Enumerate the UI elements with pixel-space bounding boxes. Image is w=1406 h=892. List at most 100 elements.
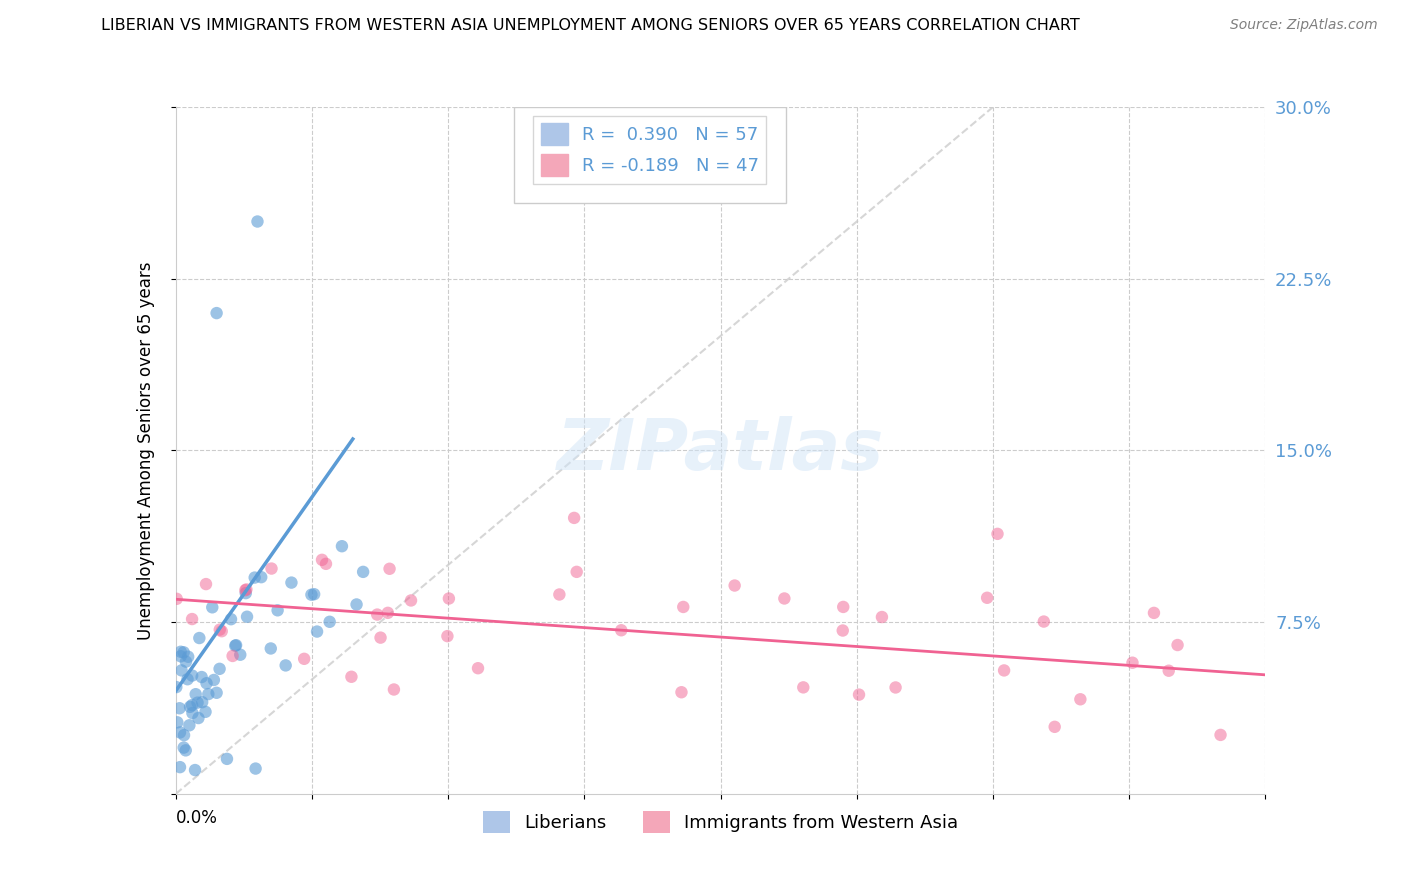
Text: 0.0%: 0.0% [176,809,218,827]
Point [181,698,204,712]
Point [366,607,388,622]
Point [346,598,368,612]
Point [170,645,193,659]
Point [382,682,405,697]
Point [229,648,252,662]
Point [177,649,200,664]
Point [173,728,195,742]
Point [302,587,325,601]
Point [174,655,197,669]
Point [870,610,893,624]
Point [202,673,225,687]
Point [724,578,747,592]
Point [315,557,337,571]
Point [194,705,217,719]
Point [1209,728,1232,742]
Point [399,593,422,607]
Point [243,571,266,585]
Point [215,752,238,766]
Point [266,603,288,617]
Point [205,306,228,320]
Point [467,661,489,675]
Point [1157,664,1180,678]
Point [437,591,460,606]
Point [169,725,191,739]
Point [260,641,283,656]
Point [181,668,204,682]
Point [330,539,353,553]
Point [166,715,188,730]
Point [318,615,340,629]
Point [201,600,224,615]
Y-axis label: Unemployment Among Seniors over 65 years: Unemployment Among Seniors over 65 years [136,261,155,640]
Point [311,553,333,567]
Point [246,214,269,228]
Point [610,624,633,638]
Legend: Liberians, Immigrants from Western Asia: Liberians, Immigrants from Western Asia [475,804,966,839]
Point [340,670,363,684]
Point [208,662,231,676]
Point [170,664,193,678]
Point [672,599,695,614]
Point [191,695,214,709]
Point [224,639,246,653]
Point [225,638,247,652]
Point [190,670,212,684]
Point [352,565,374,579]
Text: LIBERIAN VS IMMIGRANTS FROM WESTERN ASIA UNEMPLOYMENT AMONG SENIORS OVER 65 YEAR: LIBERIAN VS IMMIGRANTS FROM WESTERN ASIA… [101,18,1080,33]
Point [181,706,204,720]
Point [832,599,855,614]
Point [245,762,267,776]
Point [184,763,207,777]
FancyBboxPatch shape [513,107,786,203]
Point [378,562,401,576]
Point [986,526,1008,541]
Point [831,624,853,638]
Point [211,624,233,639]
Point [165,680,187,694]
Point [236,609,259,624]
Point [184,687,207,701]
Point [370,631,392,645]
Point [233,583,256,598]
Point [250,570,273,584]
Point [174,743,197,757]
Point [884,681,907,695]
Point [169,760,191,774]
Point [292,652,315,666]
Point [187,711,209,725]
Point [1121,656,1143,670]
Point [179,718,201,732]
Point [993,664,1015,678]
Point [280,575,302,590]
Text: Source: ZipAtlas.com: Source: ZipAtlas.com [1230,18,1378,32]
Point [166,591,188,606]
Point [274,658,297,673]
Point [436,629,458,643]
Point [208,623,231,637]
Point [176,672,198,686]
Point [671,685,693,699]
Point [848,688,870,702]
Point [170,649,193,664]
Point [1032,615,1054,629]
Point [565,565,588,579]
Point [219,612,242,626]
Point [188,631,211,645]
Point [205,686,228,700]
Point [562,511,585,525]
Point [1167,638,1189,652]
Point [773,591,796,606]
Point [1069,692,1091,706]
Point [186,696,209,710]
Point [792,681,814,695]
Point [195,676,218,690]
Point [1043,720,1066,734]
Point [1143,606,1166,620]
Point [173,740,195,755]
Point [235,582,257,597]
Point [195,577,218,591]
Text: ZIPatlas: ZIPatlas [557,416,884,485]
Point [260,561,283,575]
Point [976,591,998,605]
